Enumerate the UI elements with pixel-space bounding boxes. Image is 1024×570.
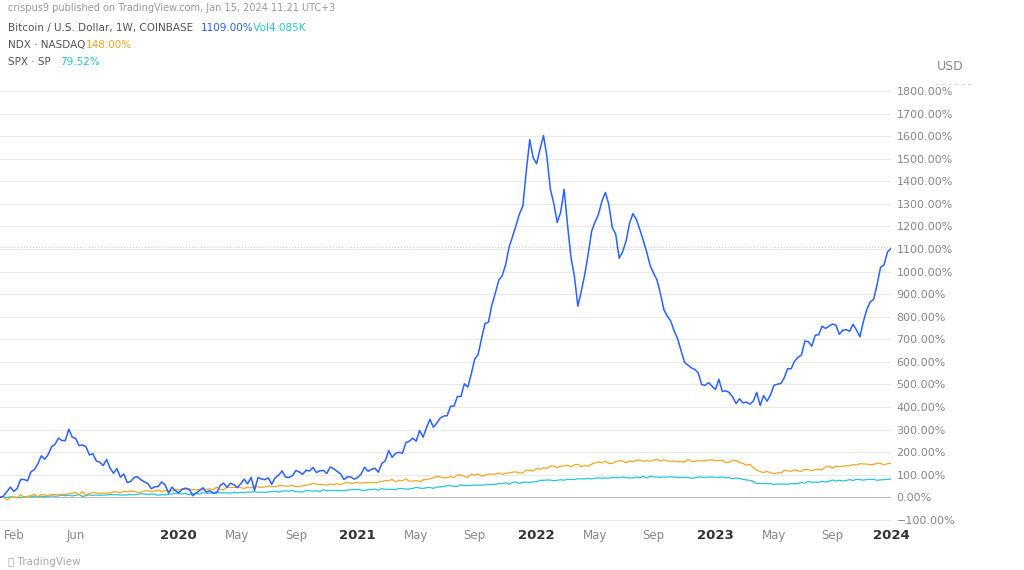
- Text: 148.00%: 148.00%: [86, 40, 132, 50]
- Text: Vol4.085K: Vol4.085K: [248, 23, 305, 33]
- Text: SPX · SP: SPX · SP: [8, 57, 56, 67]
- Text: Bitcoin / U.S. Dollar, 1W, COINBASE: Bitcoin / U.S. Dollar, 1W, COINBASE: [8, 23, 199, 33]
- Text: 79.52%: 79.52%: [60, 57, 100, 67]
- Text: Ⓝ TradingView: Ⓝ TradingView: [8, 557, 81, 567]
- Text: 1109.00%: 1109.00%: [201, 23, 253, 33]
- Text: NDX · NASDAQ: NDX · NASDAQ: [8, 40, 91, 50]
- Text: - - - - - -: - - - - - -: [935, 79, 972, 89]
- Text: USD: USD: [937, 60, 964, 73]
- Text: crispus9 published on TradingView.com, Jan 15, 2024 11:21 UTC+3: crispus9 published on TradingView.com, J…: [8, 3, 336, 13]
